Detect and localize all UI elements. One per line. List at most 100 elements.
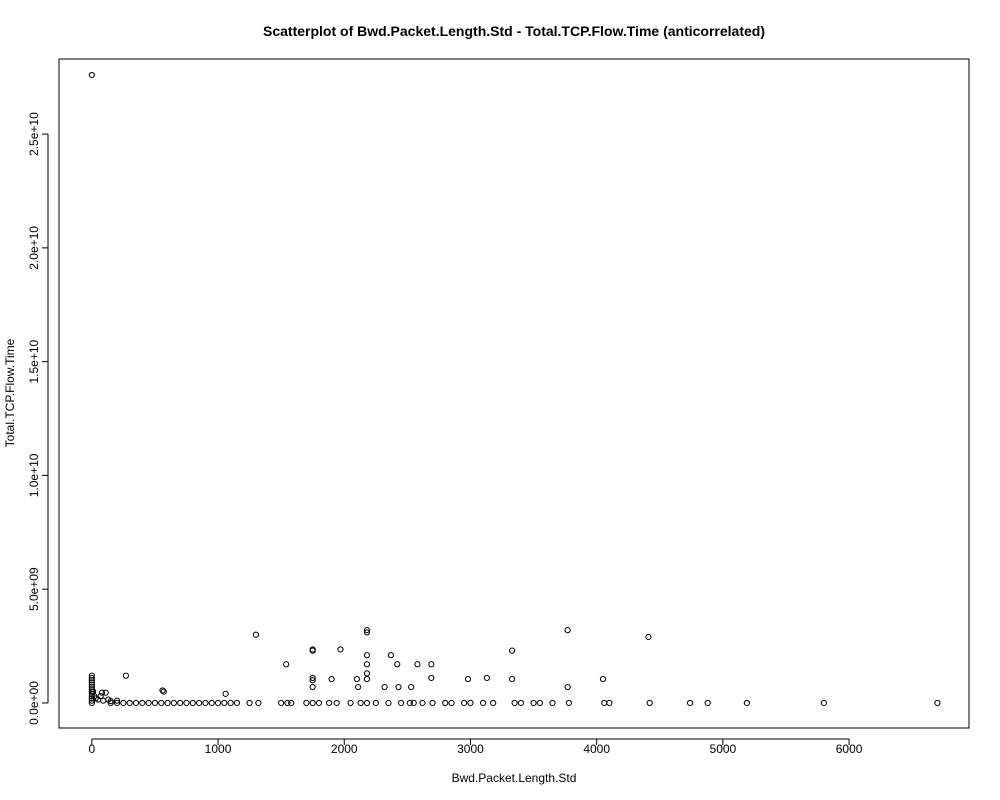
data-point	[381, 683, 388, 691]
data-point	[530, 699, 537, 707]
data-point	[120, 699, 127, 707]
data-point	[646, 699, 653, 707]
data-point	[309, 677, 316, 684]
data-point	[233, 699, 241, 707]
data-point	[107, 698, 114, 705]
data-point	[309, 647, 316, 654]
data-point	[442, 699, 449, 707]
x-tick-label: 2000	[331, 742, 358, 756]
data-point	[363, 652, 371, 659]
x-axis-label: Bwd.Packet.Length.Std	[452, 771, 577, 785]
data-point	[549, 699, 556, 707]
data-point	[355, 683, 362, 691]
data-point	[509, 647, 516, 654]
y-tick-label: 2.0e+10	[27, 226, 41, 270]
data-point	[160, 688, 167, 695]
data-point	[363, 629, 371, 636]
data-point	[88, 71, 95, 79]
data-point	[208, 699, 215, 707]
data-point	[333, 699, 340, 707]
data-point	[283, 661, 290, 668]
data-point	[509, 675, 516, 683]
data-point	[464, 675, 472, 683]
data-point	[357, 699, 364, 707]
data-point	[363, 670, 371, 677]
data-point	[122, 672, 129, 679]
data-point	[387, 652, 395, 659]
data-point	[325, 699, 333, 707]
data-point	[337, 646, 344, 653]
data-point	[347, 699, 354, 707]
data-point	[284, 699, 291, 707]
data-point	[221, 699, 228, 707]
data-point	[88, 681, 95, 688]
plot-frame	[58, 58, 970, 729]
data-point	[214, 699, 222, 707]
data-point	[565, 699, 573, 707]
data-point	[385, 699, 392, 707]
y-tick-label: 1.5e+10	[27, 339, 41, 383]
x-tick-label: 3000	[457, 742, 484, 756]
data-point	[490, 699, 497, 707]
data-point	[511, 699, 518, 707]
x-tick-label: 5000	[710, 742, 737, 756]
data-point	[372, 699, 379, 707]
data-point	[113, 699, 121, 707]
data-point	[419, 699, 426, 707]
data-point	[151, 699, 159, 707]
data-point	[414, 661, 421, 668]
y-axis: 0.0e+00 5.0e+09 1.0e+10 1.5e+10 2.0e+10 2.5e+…	[27, 112, 49, 725]
data-point	[606, 699, 613, 707]
data-point	[255, 699, 262, 707]
data-point	[406, 699, 413, 707]
data-point	[309, 683, 316, 691]
data-point	[222, 690, 229, 697]
data-point	[309, 699, 316, 707]
data-point	[410, 699, 417, 707]
data-point	[363, 627, 371, 634]
y-tick-label: 0.0e+00	[27, 681, 41, 725]
data-point	[102, 689, 109, 696]
y-tick-label: 2.5e+10	[27, 112, 41, 156]
data-point	[113, 697, 121, 704]
x-axis: 0 1000 2000 3000 4000 5000 6000	[88, 738, 863, 756]
data-point	[288, 699, 295, 707]
data-point	[227, 699, 234, 707]
data-point	[448, 699, 455, 707]
data-point	[461, 699, 468, 707]
data-point	[158, 699, 165, 707]
data-point	[88, 674, 95, 682]
data-point	[408, 683, 415, 691]
data-point	[88, 679, 95, 686]
data-point	[517, 699, 525, 707]
x-tick-label: 1000	[205, 742, 232, 756]
y-tick-label: 5.0e+09	[27, 567, 41, 611]
data-point	[97, 693, 104, 700]
x-tick-label: 0	[88, 742, 95, 756]
data-point	[686, 699, 694, 707]
data-point	[170, 699, 177, 707]
data-point	[189, 699, 196, 707]
chart-title: Scatterplot of Bwd.Packet.Length.Std - T…	[263, 23, 765, 39]
data-point	[363, 699, 371, 707]
data-point	[145, 699, 152, 707]
data-point	[934, 699, 941, 707]
data-point	[564, 627, 571, 634]
data-point	[139, 699, 146, 707]
data-point	[183, 699, 190, 707]
data-point	[303, 699, 310, 707]
data-point	[278, 699, 285, 707]
data-point	[353, 675, 360, 683]
data-point	[395, 683, 402, 691]
data-point	[428, 661, 435, 668]
data-point	[88, 672, 95, 679]
data-point	[202, 699, 209, 707]
data-point	[98, 689, 106, 696]
data-point	[107, 699, 114, 707]
data-point	[467, 699, 474, 707]
data-point	[126, 699, 133, 707]
data-point	[246, 699, 253, 707]
data-point	[159, 687, 166, 694]
data-points	[88, 71, 941, 707]
